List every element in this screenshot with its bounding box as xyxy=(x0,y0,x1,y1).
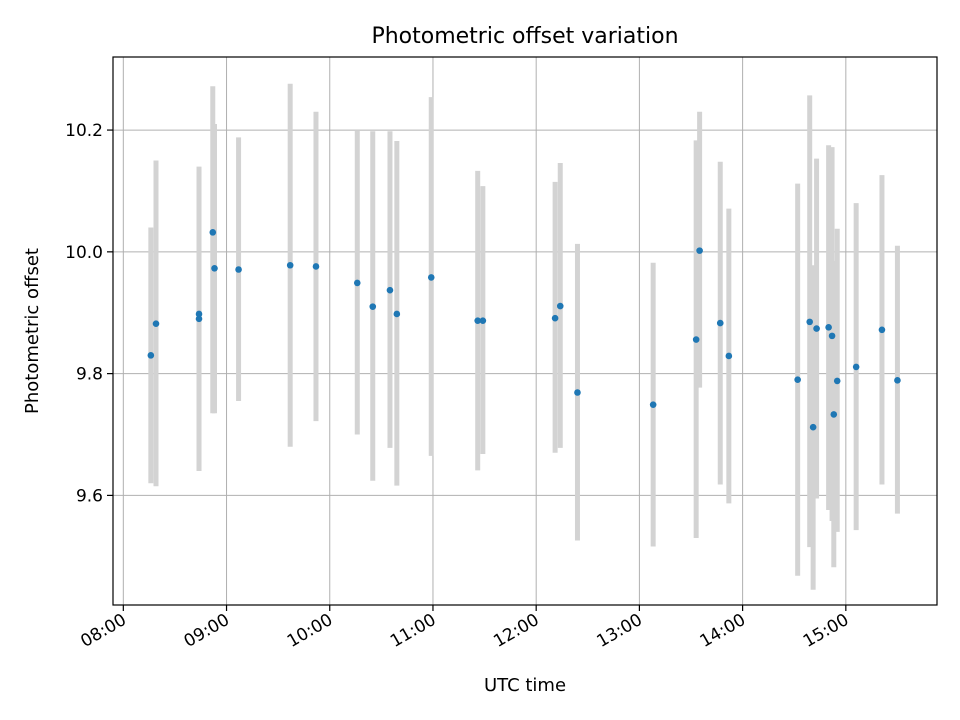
chart-title: Photometric offset variation xyxy=(371,24,678,49)
data-point xyxy=(474,317,481,324)
data-point xyxy=(809,423,817,431)
data-point xyxy=(725,352,733,360)
data-point xyxy=(828,332,836,340)
data-point xyxy=(353,279,361,287)
x-axis-label: UTC time xyxy=(484,675,566,696)
plot-frame xyxy=(112,56,938,606)
data-point xyxy=(235,266,242,273)
data-point xyxy=(152,320,160,327)
data-point xyxy=(211,264,218,272)
data-point xyxy=(312,263,320,270)
data-point xyxy=(574,389,581,396)
data-point xyxy=(716,319,724,327)
data-point xyxy=(147,352,155,359)
data-point xyxy=(825,324,832,331)
data-point xyxy=(195,310,203,318)
data-point xyxy=(894,377,901,384)
data-point xyxy=(696,247,703,254)
y-axis: 9.6 9.8 10.0 10.2 xyxy=(65,121,113,506)
y-tick-label: 9.8 xyxy=(76,365,103,385)
data-point xyxy=(813,325,820,332)
y-tick-label: 10.2 xyxy=(65,121,103,141)
data-point xyxy=(551,314,559,322)
data-point xyxy=(556,302,564,310)
data-point xyxy=(369,303,377,310)
data-point xyxy=(427,274,435,281)
data-point xyxy=(286,261,294,269)
data-point xyxy=(649,401,657,408)
data-point xyxy=(479,317,487,324)
data-point xyxy=(209,229,217,236)
data-point xyxy=(692,336,700,343)
data-point xyxy=(386,286,394,294)
data-points xyxy=(147,229,901,431)
data-point xyxy=(830,411,838,418)
data-point xyxy=(794,376,801,384)
data-point xyxy=(852,363,860,371)
y-tick-label: 9.6 xyxy=(76,486,103,506)
data-point xyxy=(393,310,401,318)
y-axis-label: Photometric offset xyxy=(22,248,43,414)
data-point xyxy=(195,315,203,323)
data-point xyxy=(806,318,814,326)
y-tick-label: 10.0 xyxy=(65,243,103,263)
data-point xyxy=(878,326,886,334)
data-point xyxy=(833,377,841,385)
